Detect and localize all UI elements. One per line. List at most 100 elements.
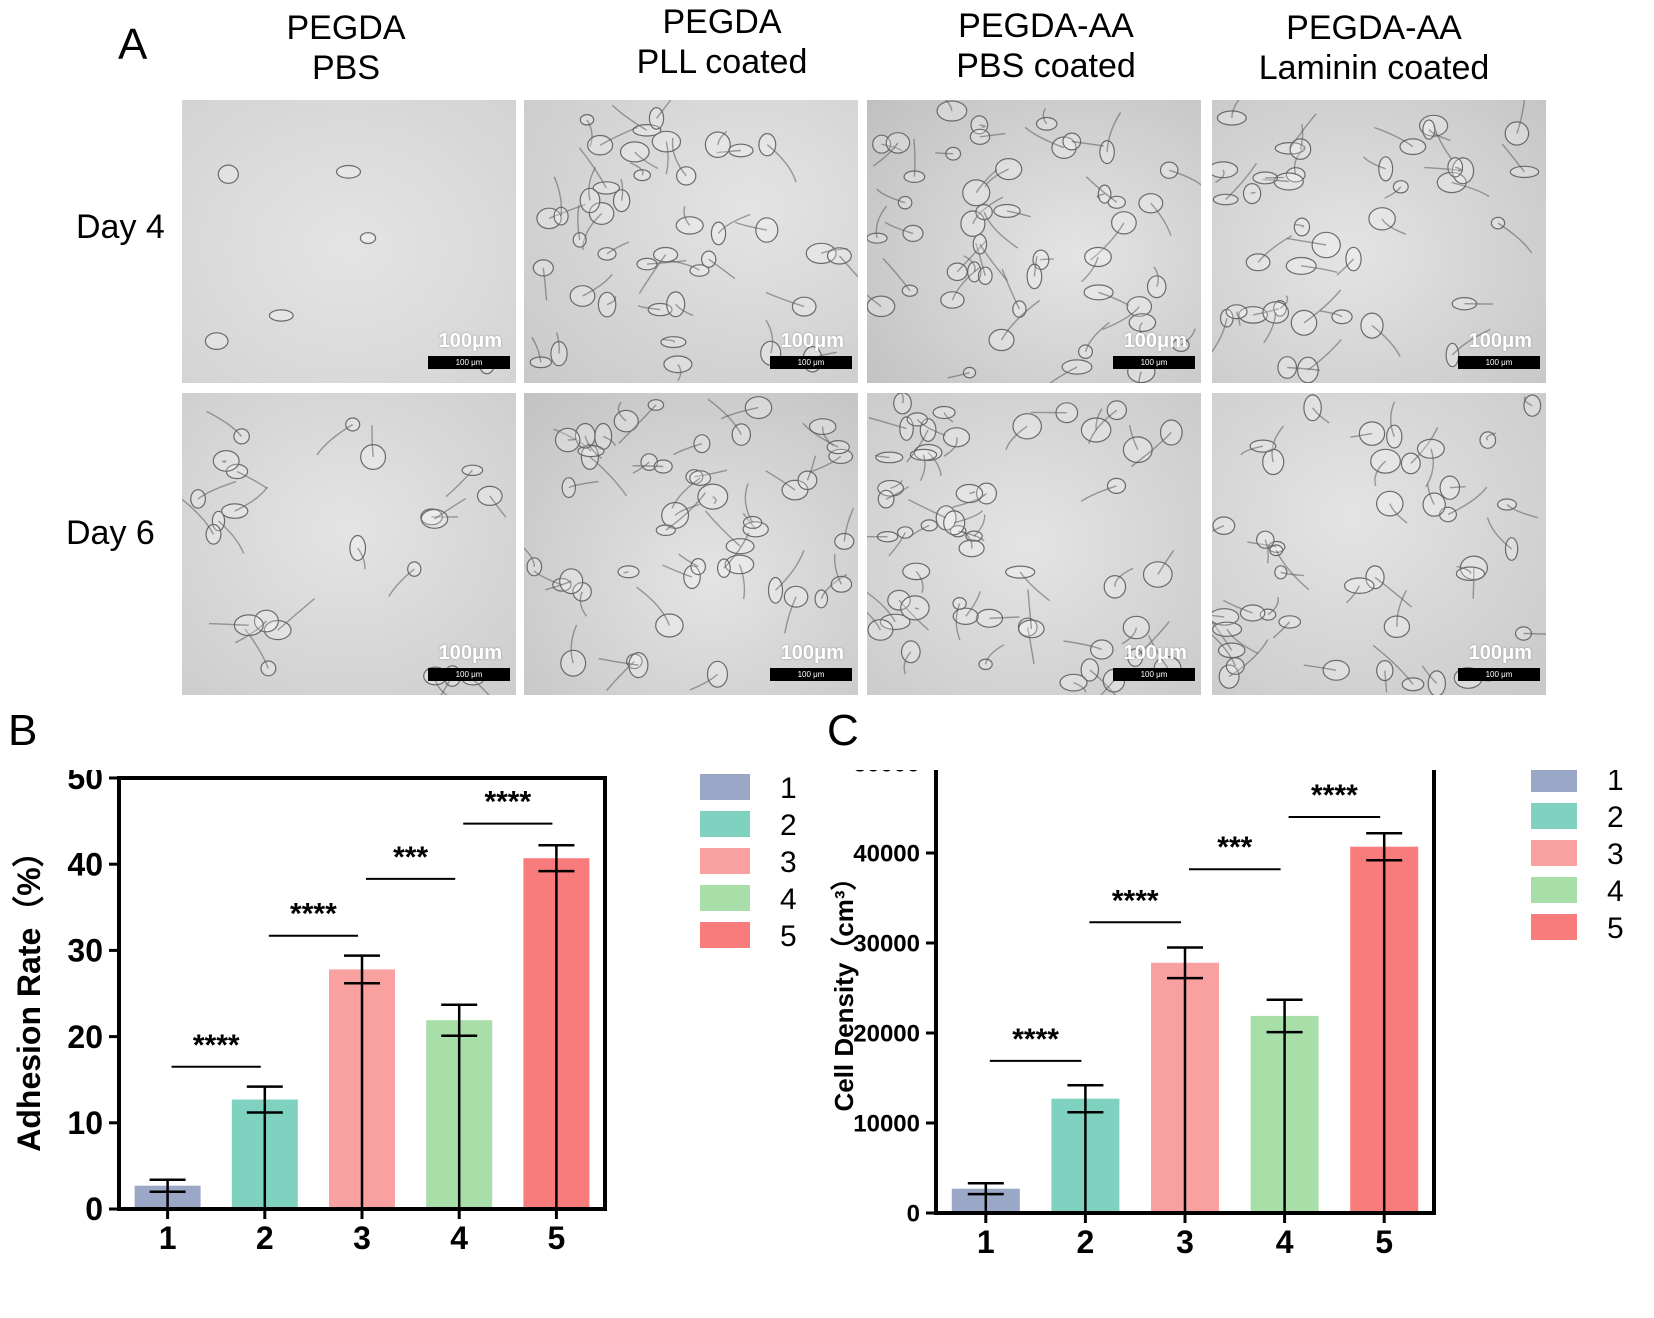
legend-swatch-1 — [1531, 770, 1577, 792]
x-tick-label: 2 — [256, 1220, 274, 1256]
y-axis-label: Adhesion Rate（%） — [11, 835, 47, 1152]
legend-swatch-1 — [700, 774, 750, 800]
scale-bar: 100 μm — [770, 356, 852, 369]
legend-swatch-4 — [1531, 877, 1577, 903]
legend-label-4: 4 — [780, 883, 797, 916]
scale-bar: 100 μm — [428, 668, 510, 681]
legend-label-4: 4 — [1607, 875, 1624, 908]
scale-label: 100μm — [1123, 330, 1187, 352]
scale-label: 100μm — [780, 642, 844, 664]
scale-bar-label: 100 μm — [455, 670, 483, 679]
y-tick-label: 40 — [67, 846, 103, 882]
row-label-day4: Day 4 — [76, 208, 165, 246]
significance-label: *** — [393, 841, 428, 874]
x-tick-label: 2 — [1077, 1224, 1095, 1260]
micrograph-day4-col2: 100μm 100 μm — [524, 100, 858, 383]
column-title-line1: PEGDA-AA — [958, 7, 1134, 45]
scale-label: 100μm — [438, 330, 502, 352]
legend-swatch-3 — [700, 848, 750, 874]
legend-label-2: 2 — [780, 809, 797, 842]
panel-letter-b: B — [8, 706, 38, 755]
significance-label: *** — [1217, 831, 1252, 864]
column-title-pegda-pll: PEGDA PLL coated — [552, 2, 892, 82]
column-title-line2: PBS coated — [956, 47, 1136, 85]
micrograph-day4-col4: 100μm 100 μm — [1212, 100, 1546, 383]
micrograph-day6-col1: 100μm 100 μm — [182, 393, 516, 695]
scale-label: 100μm — [1468, 642, 1532, 664]
scale-bar-label: 100 μm — [1485, 358, 1513, 367]
scale-label: 100μm — [1123, 642, 1187, 664]
x-tick-label: 4 — [1276, 1224, 1294, 1260]
x-tick-label: 3 — [1176, 1224, 1194, 1260]
legend-swatch-4 — [700, 885, 750, 911]
y-tick-label: 20000 — [853, 1020, 920, 1047]
y-tick-label: 30000 — [853, 930, 920, 957]
significance-label: **** — [1112, 884, 1159, 917]
scale-bar-label: 100 μm — [797, 670, 825, 679]
x-tick-label: 5 — [548, 1220, 566, 1256]
y-tick-label: 20 — [67, 1019, 103, 1055]
legend-swatch-5 — [700, 922, 750, 948]
column-title-line2: Laminin coated — [1258, 49, 1490, 87]
y-tick-label: 0 — [85, 1191, 103, 1227]
y-tick-label: 0 — [907, 1200, 920, 1227]
micrograph-day6-col2: 100μm 100 μm — [524, 393, 858, 695]
legend-label-5: 5 — [1607, 912, 1624, 945]
scale-bar: 100 μm — [770, 668, 852, 681]
significance-label: **** — [1012, 1023, 1059, 1056]
legend-label-3: 3 — [1607, 838, 1624, 871]
scale-bar-label: 100 μm — [455, 358, 483, 367]
legend-swatch-5 — [1531, 914, 1577, 940]
column-title-line1: PEGDA — [662, 3, 782, 41]
panel-letter-a: A — [118, 20, 148, 69]
x-tick-label: 5 — [1375, 1224, 1393, 1260]
legend-label-5: 5 — [780, 920, 797, 953]
micrograph-day6-col4: 100μm 100 μm — [1212, 393, 1546, 695]
x-tick-label: 1 — [977, 1224, 995, 1260]
significance-label: **** — [290, 898, 337, 931]
significance-label: **** — [193, 1029, 240, 1062]
y-axis-label: Cell Density（cm³） — [829, 864, 859, 1111]
scale-bar: 100 μm — [1113, 356, 1195, 369]
scale-bar: 100 μm — [428, 356, 510, 369]
significance-label: **** — [1311, 779, 1358, 812]
scale-bar-label: 100 μm — [1140, 670, 1168, 679]
column-title-line1: PEGDA-AA — [1286, 9, 1462, 47]
micrograph-day4-col1: 100μm 100 μm — [182, 100, 516, 383]
scale-label: 100μm — [438, 642, 502, 664]
legend-label-3: 3 — [780, 846, 797, 879]
scale-bar-label: 100 μm — [1485, 670, 1513, 679]
column-title-pegdaaa-laminin: PEGDA-AA Laminin coated — [1204, 8, 1544, 88]
y-tick-label: 50 — [67, 770, 103, 796]
y-tick-label: 30 — [67, 933, 103, 969]
significance-label: **** — [484, 786, 531, 819]
row-label-day6: Day 6 — [66, 514, 155, 552]
y-tick-label: 40000 — [853, 840, 920, 867]
column-title-line1: PEGDA — [286, 9, 406, 47]
panel-letter-c: C — [827, 706, 859, 755]
y-tick-label: 10 — [67, 1105, 103, 1141]
column-title-line2: PBS — [311, 49, 381, 87]
legend-label-2: 2 — [1607, 801, 1624, 834]
scale-label: 100μm — [1468, 330, 1532, 352]
micrograph-day4-col3: 100μm 100 μm — [867, 100, 1201, 383]
scale-bar: 100 μm — [1458, 356, 1540, 369]
scale-label: 100μm — [780, 330, 844, 352]
legend-swatch-3 — [1531, 840, 1577, 866]
cell-density-chart: 0 10000 20000 30000 40000 50000 1 2 3 4 5 Cell Dens… — [829, 770, 1624, 1260]
column-title-pegda-pbs: PEGDA PBS — [176, 8, 516, 88]
legend-swatch-2 — [1531, 803, 1577, 829]
x-tick-label: 3 — [353, 1220, 371, 1256]
legend-label-1: 1 — [780, 772, 797, 805]
legend-label-1: 1 — [1607, 770, 1624, 797]
x-tick-label: 1 — [159, 1220, 177, 1256]
micrograph-day6-col3: 100μm 100 μm — [867, 393, 1201, 695]
column-title-line2: PLL coated — [636, 43, 808, 81]
scale-bar-label: 100 μm — [1140, 358, 1168, 367]
scale-bar-label: 100 μm — [797, 358, 825, 367]
column-title-pegdaaa-pbs: PEGDA-AA PBS coated — [876, 6, 1216, 86]
y-tick-label: 50000 — [853, 770, 920, 777]
y-tick-label: 10000 — [853, 1110, 920, 1137]
scale-bar: 100 μm — [1458, 668, 1540, 681]
